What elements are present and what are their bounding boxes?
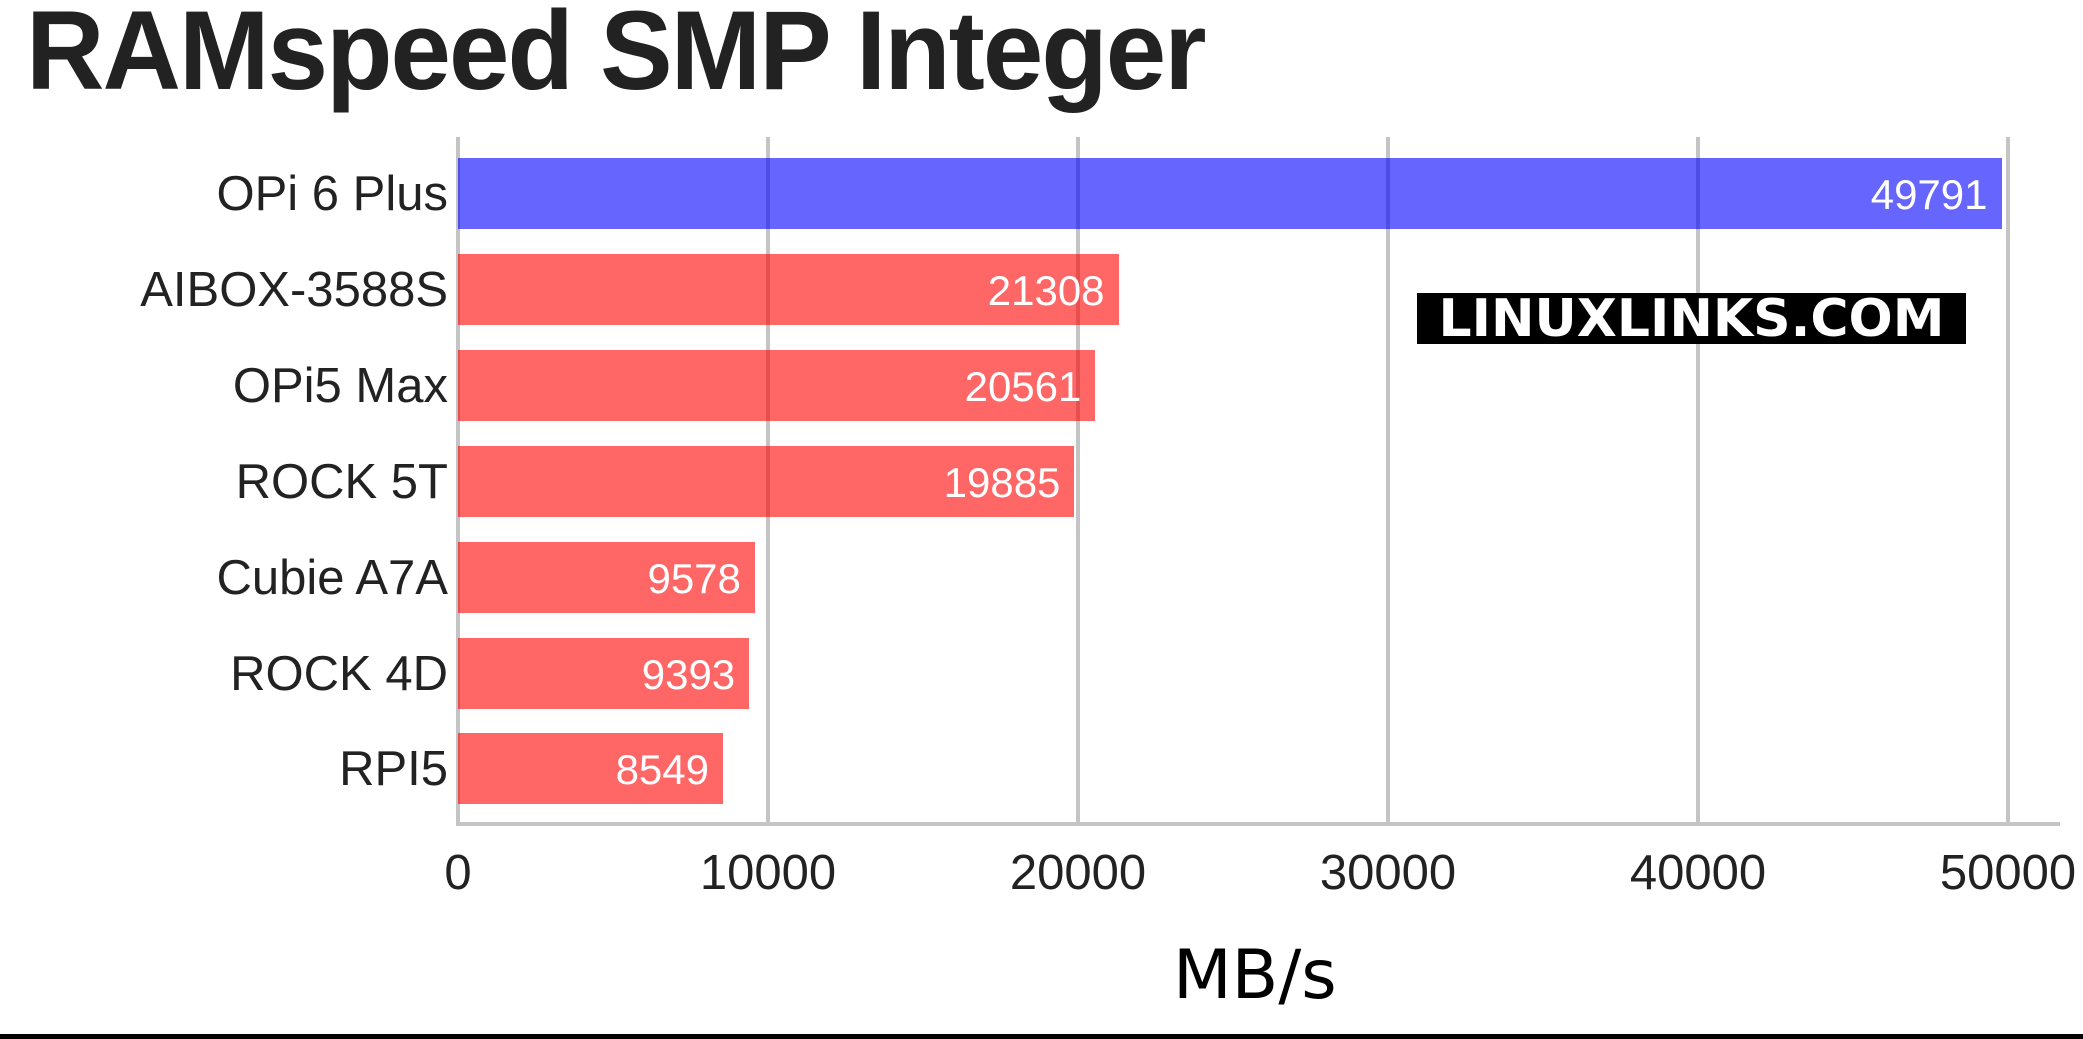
bar [458, 733, 724, 805]
bar [458, 349, 1096, 421]
x-axis-label: MB/s [1173, 936, 1337, 1015]
bottom-rule [0, 1034, 2083, 1039]
x-tick-label: 0 [444, 846, 472, 900]
gridline [1076, 137, 1080, 825]
category-label: OPi 6 Plus [216, 167, 448, 221]
bar [458, 445, 1075, 517]
category-label: Cubie A7A [216, 550, 448, 605]
gridline [2006, 137, 2010, 825]
gridline [1696, 137, 1700, 825]
x-tick-label: 10000 [699, 846, 837, 900]
bar-value-label: 20561 [964, 362, 1082, 410]
category-label: RPI5 [339, 742, 448, 797]
x-tick-label: 20000 [1009, 846, 1147, 900]
plot-area: 49791 21308 20561 19885 9578 9393 8549 [456, 137, 2060, 827]
category-label: OPi5 Max [232, 358, 448, 413]
x-axis-line [456, 822, 2060, 826]
bar-value-label: 9578 [647, 554, 741, 602]
bar-value-label: 49791 [1870, 171, 1988, 218]
bar-value-label: 9393 [641, 650, 736, 698]
bar-value-label: 8549 [615, 746, 710, 794]
bar [458, 637, 750, 709]
bar [458, 253, 1119, 325]
chart-title: RAMspeed SMP Integer [26, 0, 1207, 113]
bar-value-label: 21308 [987, 266, 1105, 314]
bar [458, 158, 2002, 229]
x-tick-label: 30000 [1319, 846, 1457, 900]
watermark-logo: LINUXLINKS.COM [1417, 293, 1966, 344]
category-label: AIBOX-3588S [140, 262, 448, 317]
bar [458, 541, 755, 613]
category-label: ROCK 5T [235, 454, 448, 509]
category-labels: OPi 6 Plus AIBOX-3588S OPi5 Max ROCK 5T Cubi… [0, 137, 448, 827]
x-tick-label: 40000 [1629, 846, 1767, 900]
category-label: ROCK 4D [230, 646, 448, 701]
x-tick-label: 50000 [1939, 846, 2077, 900]
bar-value-label: 19885 [943, 458, 1061, 506]
gridline [1386, 137, 1390, 825]
